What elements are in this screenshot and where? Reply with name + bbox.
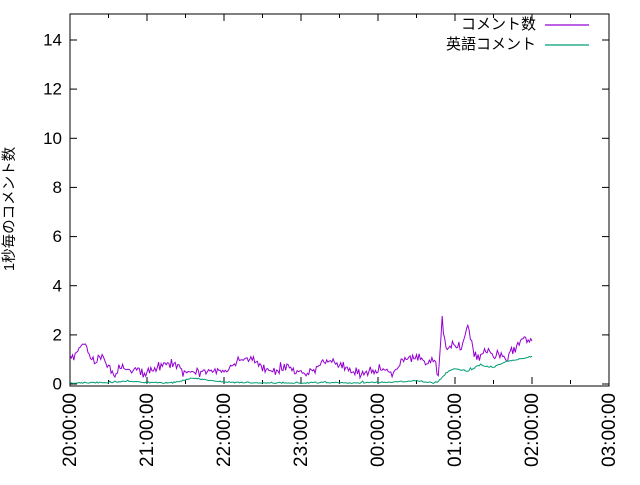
svg-text:23:00:00: 23:00:00	[291, 393, 312, 467]
svg-text:コメント数: コメント数	[461, 16, 536, 33]
svg-text:2: 2	[53, 325, 62, 344]
svg-text:00:00:00: 00:00:00	[368, 393, 389, 467]
svg-text:20:00:00: 20:00:00	[60, 393, 81, 467]
svg-text:8: 8	[53, 178, 62, 197]
svg-text:6: 6	[53, 227, 62, 246]
svg-text:1秒毎のコメント数: 1秒毎のコメント数	[1, 146, 18, 271]
svg-text:英語コメント: 英語コメント	[446, 35, 536, 53]
svg-text:12: 12	[43, 80, 62, 99]
svg-text:22:00:00: 22:00:00	[214, 393, 235, 467]
svg-text:14: 14	[43, 31, 62, 50]
svg-text:02:00:00: 02:00:00	[522, 393, 543, 467]
svg-text:03:00:00: 03:00:00	[599, 393, 620, 467]
svg-text:4: 4	[53, 276, 62, 295]
svg-text:0: 0	[53, 375, 62, 394]
svg-text:10: 10	[43, 129, 62, 148]
svg-text:01:00:00: 01:00:00	[445, 393, 466, 467]
svg-text:21:00:00: 21:00:00	[137, 393, 158, 467]
